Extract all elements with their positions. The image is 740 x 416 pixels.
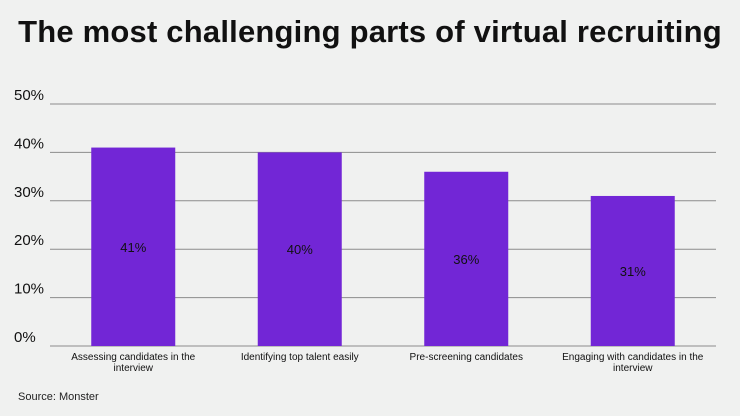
x-tick-label: Identifying top talent easily bbox=[241, 352, 359, 363]
y-tick-label: 20% bbox=[14, 232, 44, 249]
x-tick-label: interview bbox=[613, 363, 653, 374]
y-tick-label: 50% bbox=[14, 87, 44, 104]
data-label: 40% bbox=[287, 242, 313, 257]
y-axis-tick-labels: 0% 10% 20% 30% 40% 50% bbox=[14, 87, 44, 346]
x-tick-label: Assessing candidates in the bbox=[71, 352, 195, 363]
source-note: Source: Monster bbox=[18, 391, 99, 403]
chart-title: The most challenging parts of virtual re… bbox=[18, 14, 722, 49]
bar bbox=[424, 171, 509, 346]
x-tick-label: interview bbox=[114, 363, 154, 374]
y-tick-label: 0% bbox=[14, 329, 36, 346]
bar bbox=[91, 147, 176, 346]
y-tick-label: 40% bbox=[14, 135, 44, 152]
x-tick-label: Pre-screening candidates bbox=[410, 352, 523, 363]
bar bbox=[590, 195, 675, 346]
y-tick-label: 30% bbox=[14, 184, 44, 201]
bar bbox=[257, 152, 342, 346]
data-labels: 41% 40% 36% 31% bbox=[120, 240, 646, 279]
data-label: 41% bbox=[120, 240, 146, 255]
x-axis-category-labels: Assessing candidates in theinterviewIden… bbox=[71, 352, 704, 374]
x-tick-label: Engaging with candidates in the bbox=[562, 352, 704, 363]
data-label: 36% bbox=[453, 252, 479, 267]
y-tick-label: 10% bbox=[14, 281, 44, 298]
bars bbox=[91, 147, 675, 346]
data-label: 31% bbox=[620, 264, 646, 279]
